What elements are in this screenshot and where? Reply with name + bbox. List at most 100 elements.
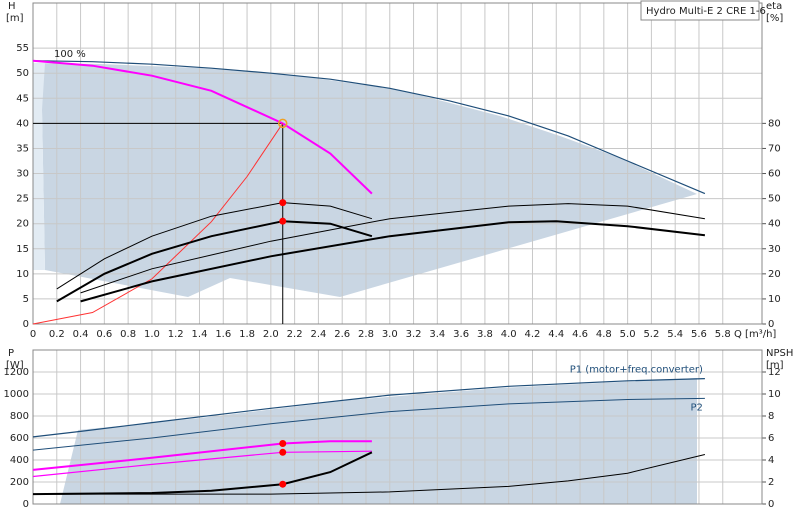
- point: [279, 440, 287, 447]
- curve: [32, 60, 706, 195]
- y-tick-label: 0: [23, 499, 29, 510]
- x-tick-label: 0.4: [73, 329, 89, 340]
- x-tick-label: 4.2: [525, 329, 541, 340]
- y2-tick-label: 70: [768, 143, 781, 154]
- y-tick-label: 10: [16, 269, 29, 280]
- y-axis-unit: [W]: [6, 360, 24, 371]
- legend-title: Hydro Multi-E 2 CRE 1-6: [646, 6, 766, 17]
- curve: [33, 454, 706, 495]
- axes: [32, 3, 762, 325]
- x-tick-label: 3.2: [406, 329, 422, 340]
- y-tick-label: 35: [16, 143, 29, 154]
- x-tick-label: 5.8: [715, 329, 731, 340]
- duty-point: [277, 118, 288, 129]
- point: [279, 448, 287, 456]
- y2-tick-label: 10: [768, 294, 781, 305]
- x-tick-label: 4.0: [501, 329, 517, 340]
- x-tick-label: 5.0: [620, 329, 636, 340]
- x-tick-label: 3.4: [429, 329, 445, 340]
- x-axis-label: Q [m³/h]: [734, 329, 776, 340]
- x-tick-label: 3.6: [453, 329, 469, 340]
- curve: [80, 203, 705, 294]
- x-tick-label: 5.2: [643, 329, 659, 340]
- y2-tick-label: 6: [768, 433, 774, 444]
- y-tick-label: 1000: [4, 389, 29, 400]
- y2-tick-label: 20: [768, 269, 781, 280]
- y-tick-label: 400: [10, 455, 29, 466]
- y2-tick-label: 10: [768, 389, 781, 400]
- y-axis-label: P: [8, 348, 14, 359]
- curve: [32, 59, 373, 195]
- plot-frame: [32, 2, 763, 325]
- x-tick-label: 1.4: [192, 329, 208, 340]
- legend-box: [640, 0, 760, 21]
- curve: [32, 378, 705, 438]
- curve-label: 100 %: [54, 49, 86, 60]
- curve: [32, 450, 372, 478]
- y-tick-label: 800: [10, 411, 29, 422]
- x-tick-label: 1.2: [168, 329, 184, 340]
- curve: [32, 123, 284, 325]
- y-tick-label: 15: [16, 244, 29, 255]
- series-label: P2: [691, 402, 703, 413]
- y2-tick-label: 50: [768, 194, 781, 205]
- y2-tick-label: 2: [768, 477, 774, 488]
- x-tick-label: 2.4: [310, 329, 326, 340]
- curve: [56, 220, 373, 303]
- y-tick-label: 55: [16, 43, 29, 54]
- y2-axis-label: eta: [766, 1, 782, 12]
- curve: [32, 397, 705, 451]
- x-tick-label: 4.4: [548, 329, 564, 340]
- y-tick-label: 30: [16, 169, 29, 180]
- x-tick-label: 3.8: [477, 329, 493, 340]
- y2-axis-unit: [m]: [766, 360, 784, 371]
- y-tick-label: 40: [16, 118, 29, 129]
- x-tick-label: 0.6: [96, 329, 112, 340]
- y2-tick-label: 0: [768, 319, 774, 330]
- y-tick-label: 200: [10, 477, 29, 488]
- x-tick-label: 2.0: [263, 329, 279, 340]
- point: [279, 199, 287, 207]
- y2-tick-label: 0: [768, 499, 774, 510]
- series-label: P1 (motor+freq.converter): [570, 365, 703, 376]
- y2-tick-label: 60: [768, 169, 781, 180]
- x-tick-label: 3.0: [382, 329, 398, 340]
- x-tick-label: 4.6: [572, 329, 588, 340]
- x-tick-label: 2.6: [334, 329, 350, 340]
- y2-axis-unit: [%]: [766, 13, 783, 24]
- x-tick-label: 1.6: [215, 329, 231, 340]
- y-tick-label: 0: [23, 319, 29, 330]
- plot-frame: [32, 349, 763, 505]
- x-tick-label: 1.8: [239, 329, 255, 340]
- point: [279, 217, 287, 225]
- operating-range-light: [33, 63, 45, 270]
- y-tick-label: 1200: [4, 367, 29, 378]
- y2-tick-label: 8: [768, 411, 774, 422]
- point: [279, 480, 287, 488]
- y-tick-label: 600: [10, 433, 29, 444]
- power-range: [60, 378, 697, 504]
- plot-layer: 0 0.2 0.4 0.6 0.8 1.0 1.2 1.4 1.6 1.8 2.0 2.2 2.4 2.6…: [4, 1, 794, 510]
- x-tick-label: 2.2: [287, 329, 303, 340]
- y2-tick-label: 40: [768, 219, 781, 230]
- x-tick-label: 1.0: [144, 329, 160, 340]
- x-tick-label: 0.2: [49, 329, 65, 340]
- x-tick-label: 5.6: [691, 329, 707, 340]
- x-tick-label: 0: [30, 329, 36, 340]
- y-tick-label: 20: [16, 219, 29, 230]
- y-tick-label: 5: [23, 294, 29, 305]
- x-tick-label: 0.8: [120, 329, 136, 340]
- y2-axis-label: NPSH: [766, 348, 793, 359]
- y-axis-unit: [m]: [6, 13, 24, 24]
- y-tick-label: 50: [16, 68, 29, 79]
- y2-tick-label: 12: [768, 367, 781, 378]
- y2-tick-label: 4: [768, 455, 774, 466]
- x-tick-label: 4.8: [596, 329, 612, 340]
- y2-tick-label: 30: [768, 244, 781, 255]
- x-tick-label: 2.8: [358, 329, 374, 340]
- y-tick-label: 25: [16, 194, 29, 205]
- curve: [80, 220, 706, 303]
- x-tick-label: 5.4: [667, 329, 683, 340]
- curve: [32, 451, 373, 496]
